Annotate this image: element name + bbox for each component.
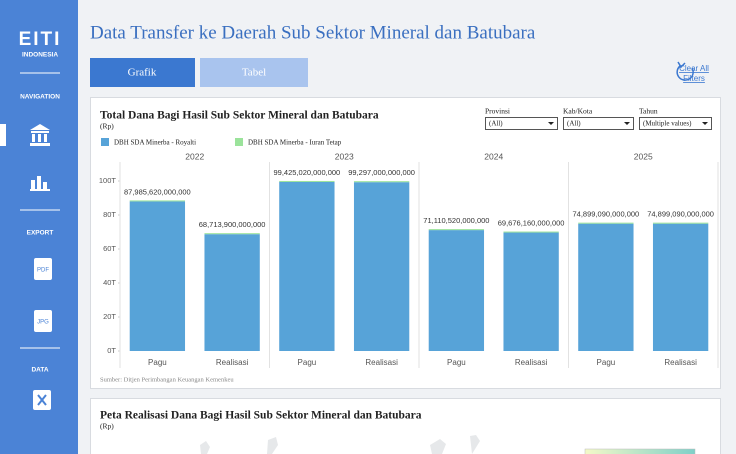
- x-tick-label: Realisasi: [515, 358, 548, 367]
- nav-chart-icon[interactable]: [30, 176, 50, 191]
- data-label: 69,676,160,000,000: [498, 219, 565, 228]
- bar-segment: [279, 181, 335, 351]
- x-tick-label: Realisasi: [216, 358, 249, 367]
- export-pdf[interactable]: PDF: [34, 258, 52, 280]
- data-label: 71,110,520,000,000: [423, 216, 489, 225]
- filter-label: Provinsi: [485, 107, 510, 116]
- x-tick-label: Pagu: [298, 358, 317, 367]
- group-label: 2023: [335, 151, 354, 161]
- bar-segment: [428, 229, 485, 231]
- bar-segment: [204, 233, 260, 235]
- logo: EITI: [19, 29, 62, 50]
- legend-swatch: [235, 138, 243, 146]
- data-label: 99,297,000,000,000: [348, 168, 415, 177]
- map-panel: [90, 398, 721, 454]
- legend-label: DBH SDA Minerba - Iuran Tetap: [248, 139, 342, 147]
- y-tick-label: 100T: [99, 176, 117, 185]
- pdf-label: PDF: [37, 268, 49, 274]
- section-label: NAVIGATION: [20, 94, 60, 101]
- logo-sub: INDONESIA: [22, 52, 58, 59]
- x-tick-label: Realisasi: [664, 358, 697, 367]
- nav-map-icon[interactable]: [30, 124, 50, 146]
- bar-segment: [652, 222, 709, 224]
- y-tick-label: 20T: [103, 312, 116, 321]
- x-tick-label: Realisasi: [365, 358, 398, 367]
- data-label: 87,985,620,000,000: [124, 187, 191, 196]
- tab-grafik[interactable]: [90, 58, 195, 87]
- refresh-icon[interactable]: [676, 61, 694, 81]
- group-label: 2022: [185, 151, 204, 161]
- tab-label: Tabel: [242, 67, 266, 79]
- bar-segment: [279, 180, 335, 182]
- data-label: 74,899,090,000,000: [573, 210, 640, 219]
- bar-segment: [503, 232, 559, 351]
- section-label: EXPORT: [27, 230, 54, 237]
- filter-value: (All): [567, 120, 581, 128]
- map-shape: [200, 435, 480, 454]
- filter-label: Tahun: [639, 107, 658, 116]
- bar-segment: [204, 234, 260, 351]
- bar-segment: [129, 201, 186, 351]
- legend-label: DBH SDA Minerba - Royalti: [114, 139, 196, 147]
- bar-segment: [428, 230, 485, 351]
- x-tick-label: Pagu: [597, 358, 616, 367]
- y-tick-label: 40T: [103, 278, 116, 287]
- active-indicator: [0, 124, 6, 146]
- clear-filters[interactable]: Filters: [683, 74, 705, 83]
- dropdown-arrow: [624, 122, 630, 125]
- bar-segment: [129, 200, 186, 202]
- sidebar: [0, 0, 78, 454]
- section-label: DATA: [31, 367, 48, 374]
- export-jpg[interactable]: JPG: [34, 310, 52, 332]
- y-tick-label: 60T: [103, 244, 116, 253]
- map-subtitle: (Rp): [100, 422, 114, 431]
- dropdown-arrow: [548, 122, 554, 125]
- data-label: 99,425,020,000,000: [274, 168, 341, 177]
- chart-subtitle: (Rp): [100, 122, 114, 131]
- filter-value: (All): [489, 120, 503, 128]
- bar-segment: [353, 181, 410, 183]
- bar-segment: [578, 223, 634, 351]
- tab-tabel[interactable]: [200, 58, 308, 87]
- map-legend: [584, 448, 696, 454]
- filter-dropdown[interactable]: [485, 117, 558, 130]
- filter-dropdown[interactable]: [639, 117, 712, 130]
- export-excel[interactable]: [33, 390, 51, 410]
- bar-segment: [578, 222, 634, 224]
- filter-dropdown[interactable]: [563, 117, 634, 130]
- group-label: 2025: [634, 151, 653, 161]
- tab-label: Grafik: [128, 67, 157, 79]
- bar-segment: [652, 223, 709, 351]
- bar-segment: [503, 231, 559, 233]
- jpg-label: JPG: [37, 320, 49, 326]
- map-title: Peta Realisasi Dana Bagi Hasil Sub Sekto…: [100, 410, 422, 422]
- source: Sumber: Ditjen Perimbangan Keuangan Keme…: [100, 376, 234, 383]
- bar-segment: [353, 182, 410, 351]
- legend-swatch: [101, 138, 109, 146]
- clear-filters[interactable]: Clear All: [679, 64, 709, 73]
- dropdown-arrow: [702, 122, 708, 125]
- data-label: 74,899,090,000,000: [647, 210, 714, 219]
- y-tick-label: 80T: [103, 210, 116, 219]
- data-label: 68,713,900,000,000: [199, 220, 266, 229]
- x-tick-label: Pagu: [148, 358, 167, 367]
- y-tick-label: 0T: [107, 346, 116, 355]
- filter-label: Kab/Kota: [563, 107, 593, 116]
- chart-title: Total Dana Bagi Hasil Sub Sektor Mineral…: [100, 110, 379, 122]
- filter-value: (Multiple values): [643, 120, 692, 128]
- page-title: Data Transfer ke Daerah Sub Sektor Miner…: [90, 22, 536, 43]
- x-tick-label: Pagu: [447, 358, 466, 367]
- group-label: 2024: [484, 151, 503, 161]
